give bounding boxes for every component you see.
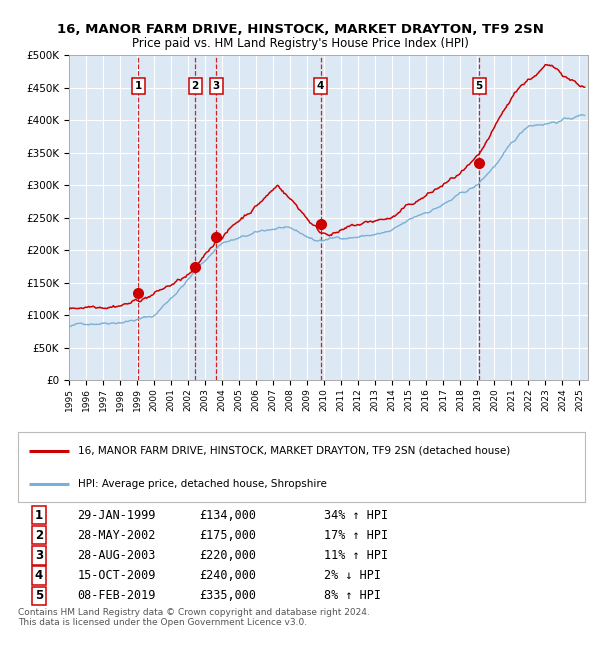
Text: 4: 4 <box>317 81 325 91</box>
Text: HPI: Average price, detached house, Shropshire: HPI: Average price, detached house, Shro… <box>77 479 326 489</box>
Text: 3: 3 <box>35 549 43 562</box>
Text: £134,000: £134,000 <box>199 508 256 521</box>
Text: £175,000: £175,000 <box>199 529 256 542</box>
Text: 8% ↑ HPI: 8% ↑ HPI <box>324 589 381 602</box>
Text: 16, MANOR FARM DRIVE, HINSTOCK, MARKET DRAYTON, TF9 2SN: 16, MANOR FARM DRIVE, HINSTOCK, MARKET D… <box>56 23 544 36</box>
Text: 28-AUG-2003: 28-AUG-2003 <box>77 549 156 562</box>
Text: Price paid vs. HM Land Registry's House Price Index (HPI): Price paid vs. HM Land Registry's House … <box>131 37 469 50</box>
Text: £240,000: £240,000 <box>199 569 256 582</box>
Text: Contains HM Land Registry data © Crown copyright and database right 2024.
This d: Contains HM Land Registry data © Crown c… <box>18 608 370 627</box>
Text: 1: 1 <box>135 81 142 91</box>
Text: £335,000: £335,000 <box>199 589 256 602</box>
Text: 2: 2 <box>191 81 199 91</box>
Text: 5: 5 <box>476 81 483 91</box>
Text: 15-OCT-2009: 15-OCT-2009 <box>77 569 156 582</box>
Text: 29-JAN-1999: 29-JAN-1999 <box>77 508 156 521</box>
Text: £220,000: £220,000 <box>199 549 256 562</box>
Text: 2% ↓ HPI: 2% ↓ HPI <box>324 569 381 582</box>
Text: 28-MAY-2002: 28-MAY-2002 <box>77 529 156 542</box>
Text: 34% ↑ HPI: 34% ↑ HPI <box>324 508 388 521</box>
Text: 2: 2 <box>35 529 43 542</box>
Text: 17% ↑ HPI: 17% ↑ HPI <box>324 529 388 542</box>
Text: 08-FEB-2019: 08-FEB-2019 <box>77 589 156 602</box>
Text: 16, MANOR FARM DRIVE, HINSTOCK, MARKET DRAYTON, TF9 2SN (detached house): 16, MANOR FARM DRIVE, HINSTOCK, MARKET D… <box>77 445 510 456</box>
Text: 4: 4 <box>35 569 43 582</box>
Text: 1: 1 <box>35 508 43 521</box>
Text: 5: 5 <box>35 589 43 602</box>
Text: 11% ↑ HPI: 11% ↑ HPI <box>324 549 388 562</box>
Text: 3: 3 <box>213 81 220 91</box>
